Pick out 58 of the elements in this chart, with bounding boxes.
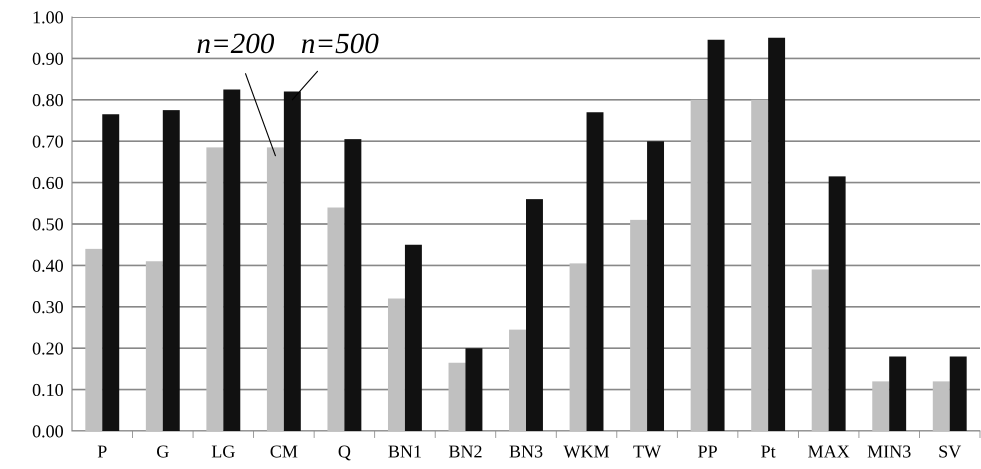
x-tick-label: BN1: [388, 446, 421, 458]
bar: [284, 92, 301, 431]
bar: [690, 100, 708, 431]
bar: [768, 38, 786, 431]
bar: [647, 141, 664, 431]
bar: [509, 330, 526, 431]
x-tick-label: P: [98, 446, 107, 458]
y-tick-label: 0.50: [32, 218, 63, 231]
bar: [889, 356, 906, 431]
bar: [388, 298, 405, 431]
x-tick-label: BN3: [509, 445, 542, 458]
bar: [344, 139, 362, 431]
y-tick-label: 0.10: [32, 384, 63, 396]
y-tick-label: 1.00: [34, 11, 63, 24]
bar: [266, 147, 284, 431]
x-tick-label: PP: [698, 446, 717, 458]
series-label: n=500: [302, 34, 378, 54]
bar: [85, 248, 102, 431]
bar: [327, 207, 344, 431]
text: n=200: [197, 34, 274, 54]
bar: [950, 356, 967, 431]
bar: [102, 114, 120, 431]
x-tick-label: MAX: [808, 446, 850, 458]
bar: [448, 362, 466, 431]
y-tick-label: 0.60: [32, 176, 63, 190]
x-tick-label: TW: [633, 446, 662, 458]
y-tick-label: 0.80: [32, 94, 63, 106]
bar: [162, 110, 180, 431]
bar: [828, 176, 846, 431]
bar: [708, 40, 725, 431]
x-tick-label: SV: [939, 445, 962, 458]
bar: [526, 199, 543, 431]
bar: [812, 270, 829, 431]
y-tick-label: 0.90: [32, 52, 63, 65]
x-tick-label: Q: [338, 445, 351, 460]
y-tick-label: 0.20: [32, 342, 63, 355]
bar: [570, 263, 587, 431]
y-tick-label: 0.40: [32, 260, 63, 272]
bar: [872, 381, 890, 431]
x-tick-label: MIN3: [868, 445, 911, 458]
y-tick-label: 0.30: [32, 301, 63, 314]
y-tick-label: 0.70: [32, 135, 63, 148]
bar: [465, 348, 482, 431]
x-tick-label: BN2: [448, 445, 482, 458]
bar: [206, 147, 224, 431]
x-tick-label: LG: [212, 445, 235, 458]
bar: [932, 381, 950, 431]
bar: [223, 89, 240, 431]
bar: [146, 261, 163, 431]
x-tick-label: WKM: [563, 446, 610, 458]
y-tick-label: 0.00: [32, 425, 63, 438]
x-tick-label: CM: [270, 445, 298, 458]
bar: [630, 220, 648, 431]
bar: [586, 112, 604, 431]
x-tick-label: G: [157, 445, 169, 458]
bar: [404, 244, 422, 431]
bar: [751, 100, 768, 431]
x-tick-label: Pt: [761, 446, 776, 458]
